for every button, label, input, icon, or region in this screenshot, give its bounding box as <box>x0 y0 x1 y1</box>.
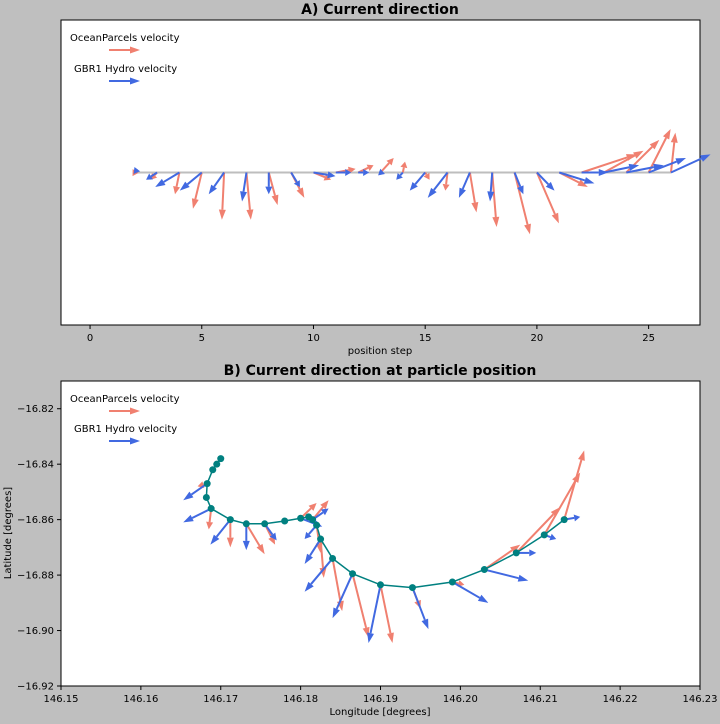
chart-b-ytick-label: −16.86 <box>17 515 54 526</box>
chart-a-title: A) Current direction <box>301 2 459 18</box>
chart-b-ytick-label: −16.92 <box>17 682 54 693</box>
particle-position-point <box>481 566 488 573</box>
particle-position-point <box>208 505 215 512</box>
chart-b-title: B) Current direction at particle positio… <box>224 363 537 379</box>
chart-b-xtick-label: 146.21 <box>523 694 558 705</box>
chart-a-xtick-label: 5 <box>199 333 205 344</box>
chart-a-legend-ocean: OceanParcels velocity <box>70 33 180 44</box>
chart-a-x-ticks: 0 5 10 15 20 25 <box>87 325 655 344</box>
chart-a-xtick-label: 15 <box>419 333 432 344</box>
chart-b-ytick-label: −16.88 <box>17 571 54 582</box>
chart-b-ytick-label: −16.82 <box>17 404 54 415</box>
particle-position-point <box>449 579 456 586</box>
particle-position-point <box>297 515 304 522</box>
chart-b-legend-hydro: GBR1 Hydro velocity <box>74 424 177 435</box>
chart-b-ylabel: Latitude [degrees] <box>3 487 14 579</box>
chart-b-ytick-label: −16.84 <box>17 460 54 471</box>
particle-position-point <box>317 536 324 543</box>
particle-position-point <box>227 516 234 523</box>
chart-b-xtick-label: 146.15 <box>44 694 79 705</box>
particle-position-point <box>541 531 548 538</box>
chart-b-xtick-label: 146.17 <box>203 694 238 705</box>
chart-b-xtick-label: 146.22 <box>603 694 638 705</box>
chart-a-xtick-label: 20 <box>531 333 544 344</box>
particle-position-point <box>513 549 520 556</box>
particle-position-point <box>313 522 320 529</box>
chart-b-xtick-label: 146.20 <box>443 694 478 705</box>
chart-b-xtick-label: 146.16 <box>123 694 158 705</box>
chart-b-legend-ocean: OceanParcels velocity <box>70 394 180 405</box>
particle-position-point <box>377 581 384 588</box>
particle-position-point <box>204 480 211 487</box>
particle-position-point <box>281 518 288 525</box>
chart-b-xtick-label: 146.18 <box>283 694 318 705</box>
chart-a-legend-hydro: GBR1 Hydro velocity <box>74 64 177 75</box>
particle-position-point <box>261 520 268 527</box>
particle-position-point <box>209 466 216 473</box>
chart-a-xtick-label: 25 <box>642 333 655 344</box>
particle-position-point <box>349 570 356 577</box>
chart-a-xlabel: position step <box>348 346 412 357</box>
particle-position-point <box>329 555 336 562</box>
particle-position-point <box>561 516 568 523</box>
chart-b-xlabel: Longitude [degrees] <box>330 707 431 718</box>
chart-b-ytick-label: −16.90 <box>17 626 54 637</box>
chart-a-xtick-label: 0 <box>87 333 93 344</box>
particle-position-point <box>203 494 210 501</box>
particle-position-point <box>409 584 416 591</box>
chart-a-xtick-label: 10 <box>307 333 320 344</box>
particle-position-point <box>243 520 250 527</box>
chart-b-xtick-label: 146.19 <box>363 694 398 705</box>
chart-b-xtick-label: 146.23 <box>683 694 718 705</box>
